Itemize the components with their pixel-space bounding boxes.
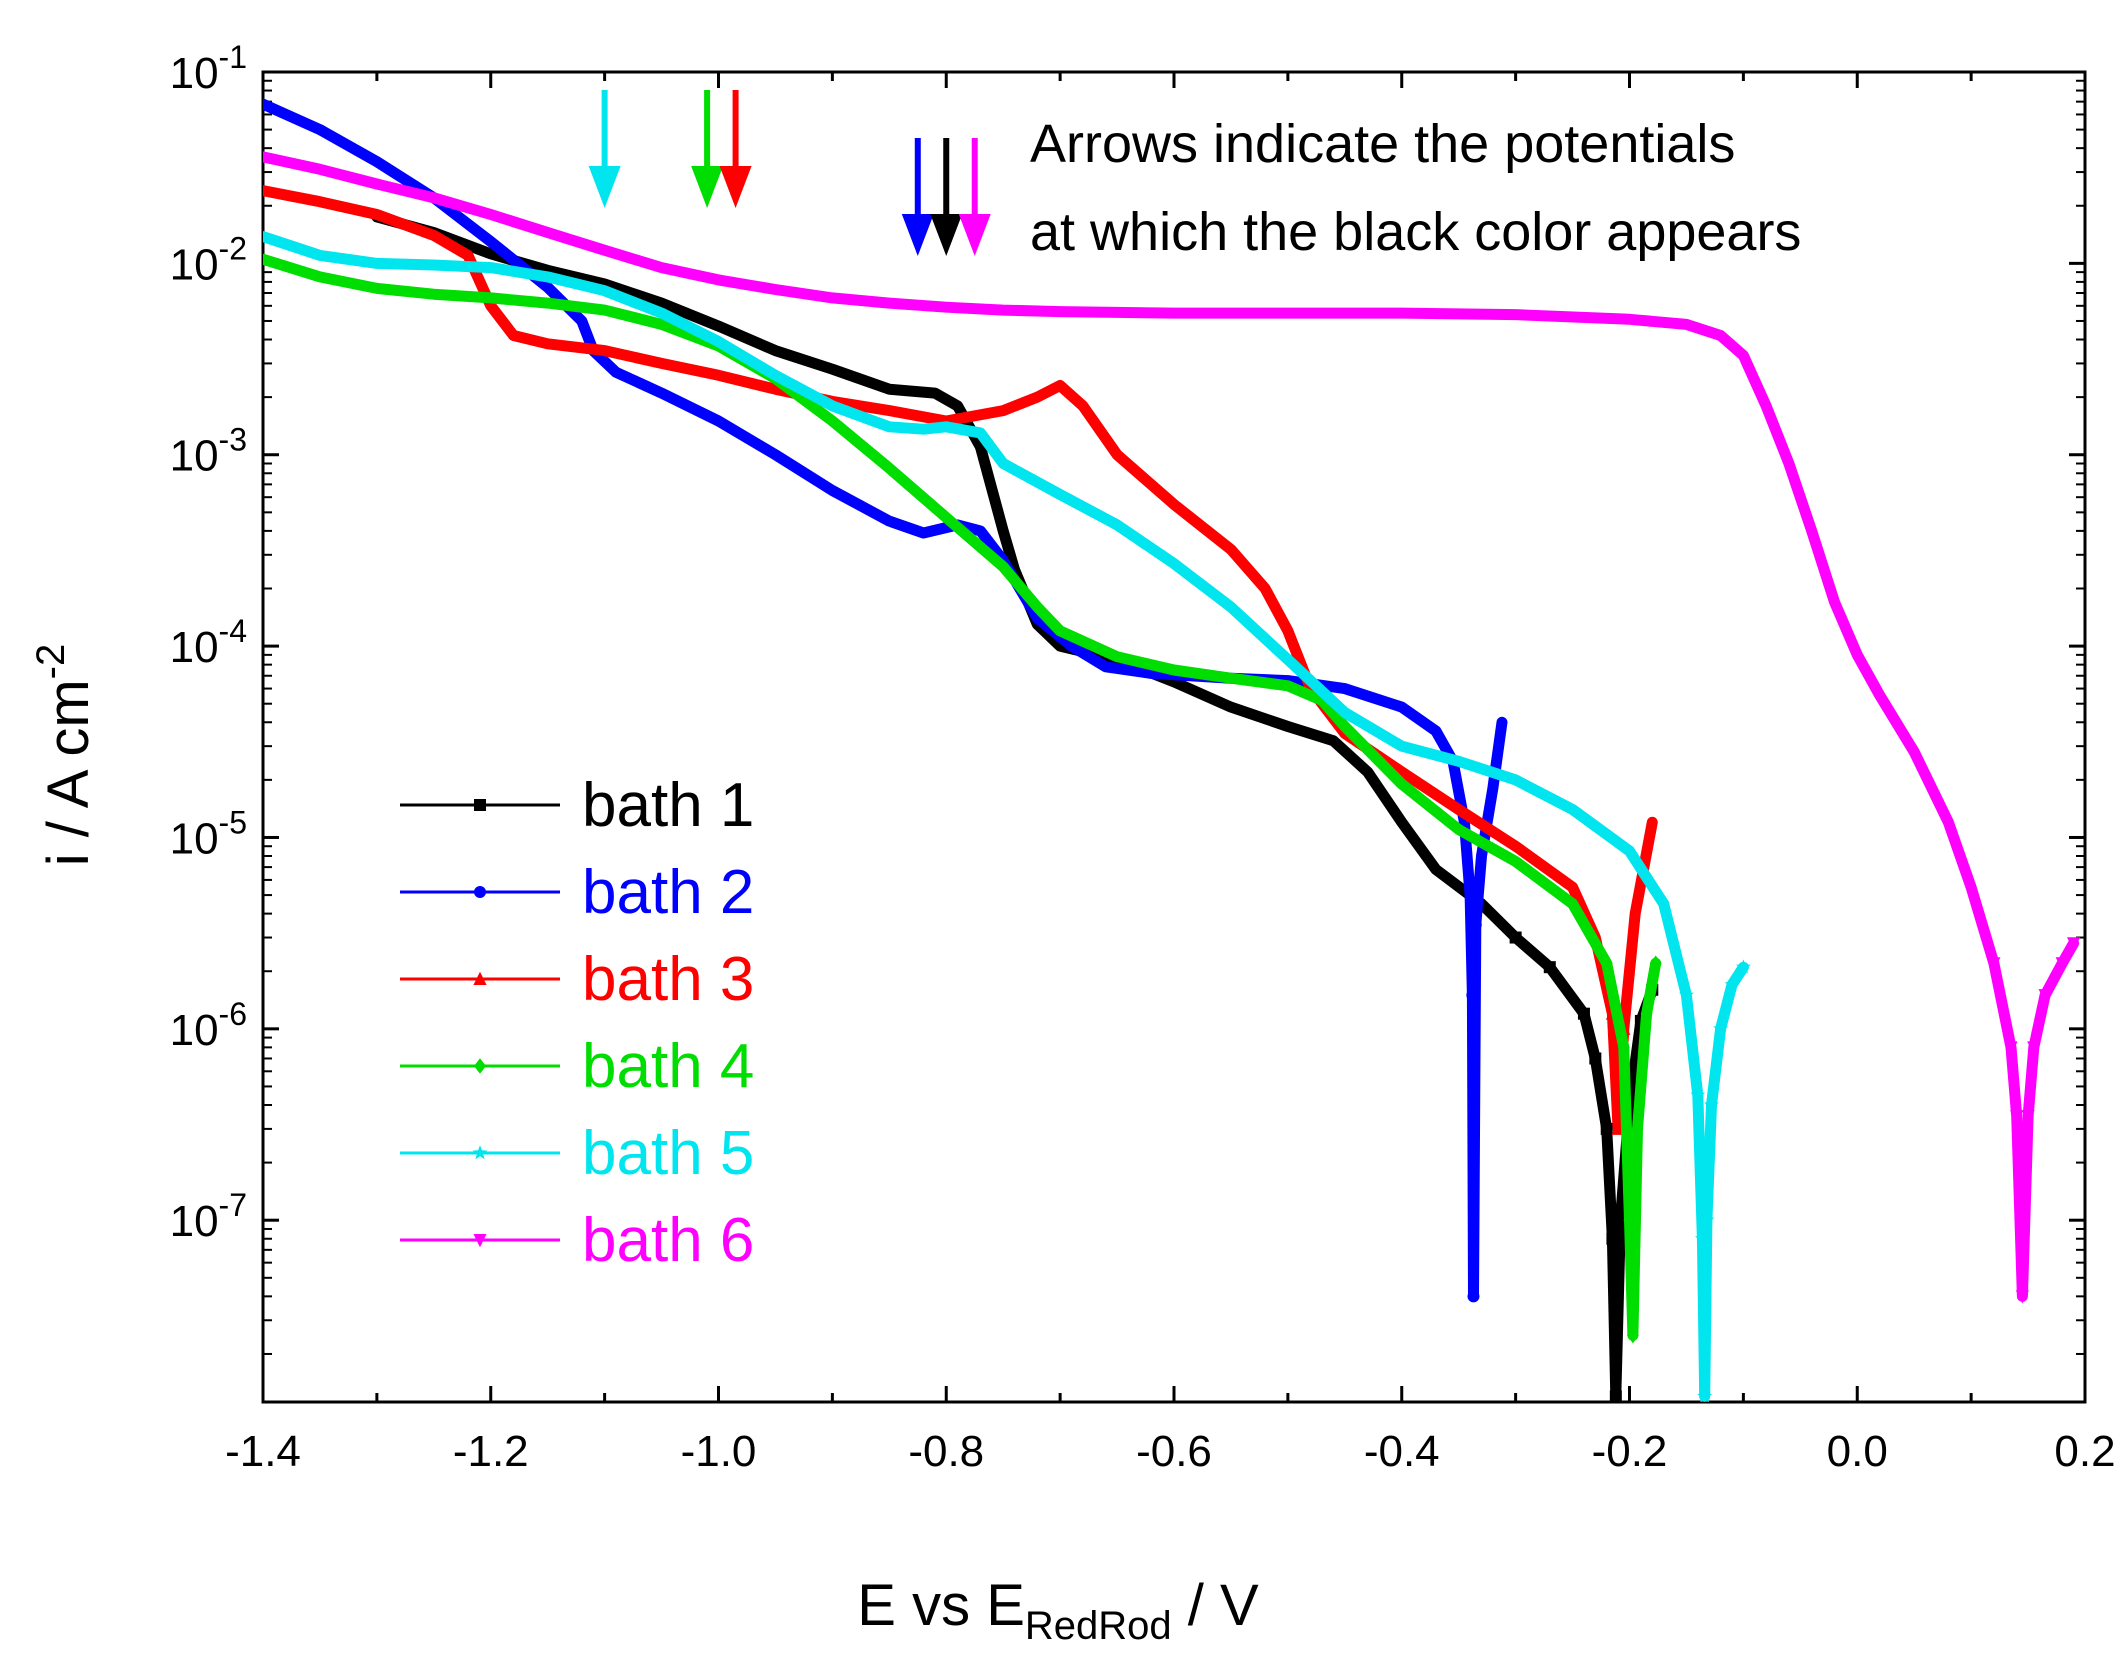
legend-label: bath 2: [582, 858, 754, 927]
y-axis-title: i / A cm-2: [29, 644, 101, 867]
series-marker: [1690, 1087, 1706, 1102]
series-marker: [1679, 987, 1694, 1002]
y-tick-label: 10-3: [170, 422, 247, 481]
y-tick-label: 10-1: [170, 39, 247, 98]
series-marker: [1724, 976, 1740, 991]
series-marker: [1649, 955, 1662, 972]
series-marker: [1713, 1021, 1728, 1036]
legend-item-bath-4: bath 4: [400, 1032, 754, 1101]
series-bath-3: [263, 185, 1658, 1135]
series-marker: [2021, 1110, 2035, 1124]
annotation-line-1: Arrows indicate the potentials: [1030, 114, 1735, 174]
axes: -1.4 -1.2 -1.0 -0.8 -0.6 -0.4 -0.2 0.0 0.2 10-1 10…: [170, 39, 2116, 1476]
legend-swatch-marker: [473, 971, 487, 985]
series-bath-6: [263, 151, 2081, 1304]
series-bath-5: [263, 231, 1751, 1402]
series-marker: [1704, 1097, 1719, 1112]
legend-label: bath 6: [582, 1206, 754, 1275]
series-marker: [1600, 955, 1613, 972]
legend-item-bath-1: bath 1: [400, 771, 754, 840]
series-marker: [1577, 1007, 1590, 1020]
y-tick-label: 10-6: [170, 996, 247, 1055]
legend-label: bath 1: [582, 771, 754, 840]
x-tick-label: -1.4: [225, 1427, 301, 1476]
series-marker: [1466, 989, 1479, 1002]
legend-label: bath 5: [582, 1119, 754, 1188]
y-tick-label: 10-4: [170, 613, 247, 672]
legend-swatch-marker: [474, 886, 486, 898]
x-tick-label: -0.6: [1136, 1427, 1212, 1476]
x-tick-label: -0.2: [1592, 1427, 1668, 1476]
x-tick-label: 0.2: [2054, 1427, 2115, 1476]
legend-swatch-marker: [474, 1058, 486, 1074]
arrow-bath-1: [930, 138, 963, 256]
series-band: [263, 185, 1658, 1135]
series-marker: [1467, 1290, 1480, 1303]
x-tick-label: -0.4: [1364, 1427, 1440, 1476]
legend-item-bath-2: bath 2: [400, 858, 754, 927]
series-marker: [2038, 989, 2052, 1003]
legend-swatch-marker: [472, 1145, 488, 1160]
series-marker: [1509, 931, 1522, 944]
series-marker: [1631, 1121, 1644, 1137]
series-marker: [2027, 1041, 2041, 1055]
legend-label: bath 4: [582, 1032, 754, 1101]
series-marker: [1609, 1390, 1622, 1402]
legend-item-bath-6: bath 6: [400, 1206, 754, 1275]
legend-item-bath-3: bath 3: [400, 945, 754, 1014]
series-bath-4: [263, 253, 1662, 1344]
series-marker: [1640, 1005, 1653, 1022]
legend-label: bath 3: [582, 945, 754, 1014]
x-tick-label: -0.8: [908, 1427, 984, 1476]
series-marker: [2067, 937, 2081, 951]
series-marker: [1469, 918, 1482, 931]
series-marker: [2015, 1290, 2029, 1304]
x-tick-label: -1.0: [681, 1427, 757, 1476]
legend: bath 1 bath 2 bath 3 bath 4 bath 5 bath 6: [400, 771, 754, 1275]
series-marker: [1543, 961, 1556, 974]
y-tick-label: 10-5: [170, 804, 247, 863]
series-marker: [1617, 1039, 1630, 1056]
series-marker: [1987, 957, 2001, 971]
arrow-bath-3: [719, 90, 752, 208]
series-marker: [1589, 1052, 1602, 1065]
series-marker: [1623, 1212, 1636, 1229]
legend-item-bath-5: bath 5: [400, 1119, 754, 1188]
series-marker: [2004, 1041, 2018, 1055]
x-axis-title: E vs ERedRod / V: [857, 1573, 1259, 1648]
series-marker: [1695, 1230, 1710, 1246]
legend-swatch-marker: [473, 1234, 487, 1248]
series-layer: [263, 98, 2081, 1402]
series-band: [263, 151, 2080, 1302]
series-marker: [1614, 1214, 1627, 1227]
arrow-bath-5: [588, 90, 621, 208]
arrow-layer: [588, 90, 991, 256]
y-tick-label: 10-7: [170, 1187, 247, 1246]
series-line: [263, 189, 1654, 1129]
arrow-bath-6: [958, 138, 991, 256]
series-marker: [1736, 959, 1751, 974]
series-marker: [1626, 1327, 1639, 1344]
x-tick-label: -1.2: [453, 1427, 529, 1476]
series-marker: [1697, 1388, 1713, 1402]
series-marker: [1600, 1122, 1613, 1135]
series-marker: [1606, 1232, 1619, 1245]
annotation-line-2: at which the black color appears: [1030, 202, 1801, 262]
y-tick-label: 10-2: [170, 230, 247, 289]
legend-swatch-marker: [474, 799, 486, 811]
series-line: [263, 258, 1657, 1336]
x-tick-label: 0.0: [1827, 1427, 1888, 1476]
arrow-bath-4: [691, 90, 724, 208]
series-marker: [2055, 957, 2069, 971]
arrow-bath-2: [901, 138, 934, 256]
series-marker: [2010, 1110, 2024, 1124]
series-line: [263, 155, 2075, 1297]
series-marker: [1699, 1212, 1715, 1227]
